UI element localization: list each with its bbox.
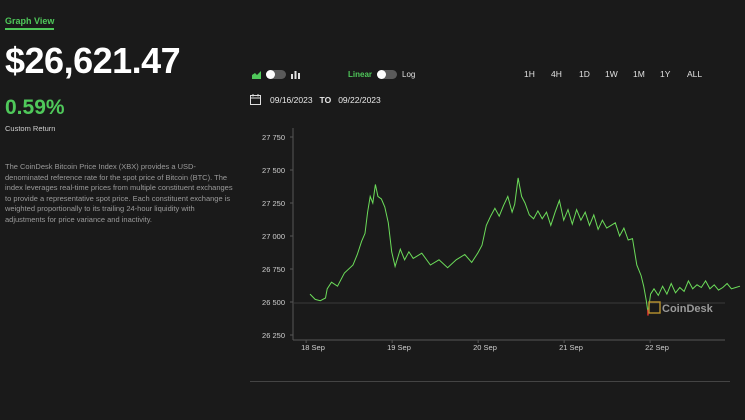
range-1h-button[interactable]: 1H bbox=[524, 69, 535, 79]
date-to[interactable]: 09/22/2023 bbox=[338, 94, 381, 105]
coindesk-watermark: CoinDesk bbox=[648, 301, 714, 315]
range-all-button[interactable]: ALL bbox=[687, 69, 703, 79]
date-to-separator: TO bbox=[319, 94, 332, 105]
x-tick-label: 21 Sep bbox=[559, 343, 583, 352]
switch-knob bbox=[266, 69, 275, 79]
coindesk-logo-icon bbox=[648, 301, 661, 314]
y-tick-label: 26 750 bbox=[262, 265, 285, 274]
bar-chart-icon bbox=[291, 70, 300, 79]
y-tick-label: 27 750 bbox=[262, 133, 285, 142]
scale-log-label[interactable]: Log bbox=[402, 69, 416, 79]
range-1d-button[interactable]: 1D bbox=[579, 69, 590, 79]
index-description: The CoinDesk Bitcoin Price Index (XBX) p… bbox=[5, 162, 233, 224]
y-tick-label: 26 500 bbox=[262, 298, 285, 307]
switch-knob bbox=[377, 69, 387, 79]
return-label: Custom Return bbox=[5, 124, 56, 133]
date-range: 09/16/2023 TO 09/22/2023 bbox=[250, 94, 381, 105]
area-chart-icon bbox=[252, 70, 261, 79]
date-from[interactable]: 09/16/2023 bbox=[270, 94, 313, 105]
range-4h-button[interactable]: 4H bbox=[551, 69, 562, 79]
scale-linear-label[interactable]: Linear bbox=[348, 69, 373, 79]
calendar-icon[interactable] bbox=[250, 94, 261, 105]
watermark-text: CoinDesk bbox=[662, 303, 714, 315]
x-tick-group: 18 Sep 19 Sep 20 Sep 21 Sep 22 Sep bbox=[301, 340, 669, 352]
x-tick-label: 19 Sep bbox=[387, 343, 411, 352]
graph-view-tab-underline bbox=[5, 28, 54, 30]
y-tick-label: 26 250 bbox=[262, 331, 285, 340]
x-tick-label: 22 Sep bbox=[645, 343, 669, 352]
x-tick-label: 20 Sep bbox=[473, 343, 497, 352]
chart-type-switch[interactable] bbox=[266, 69, 286, 79]
price-series-line bbox=[309, 177, 741, 313]
y-tick-label: 27 500 bbox=[262, 166, 285, 175]
x-tick-label: 18 Sep bbox=[301, 343, 325, 352]
range-1y-button[interactable]: 1Y bbox=[660, 69, 671, 79]
chart-type-toggle[interactable] bbox=[252, 68, 300, 80]
range-1m-button[interactable]: 1M bbox=[633, 69, 645, 79]
graph-view-tab[interactable]: Graph View bbox=[5, 16, 55, 26]
y-tick-label: 27 250 bbox=[262, 199, 285, 208]
scale-toggle[interactable]: Linear Log bbox=[348, 68, 415, 80]
y-tick-label: 27 000 bbox=[262, 232, 285, 241]
return-percent: 0.59% bbox=[5, 96, 65, 119]
y-tick-group: 27 750 27 500 27 250 27 000 26 750 26 500 26 2… bbox=[262, 133, 293, 340]
scale-switch[interactable] bbox=[377, 69, 398, 79]
current-price: $26,621.47 bbox=[5, 40, 181, 81]
bottom-divider bbox=[250, 381, 730, 382]
range-1w-button[interactable]: 1W bbox=[605, 69, 618, 79]
